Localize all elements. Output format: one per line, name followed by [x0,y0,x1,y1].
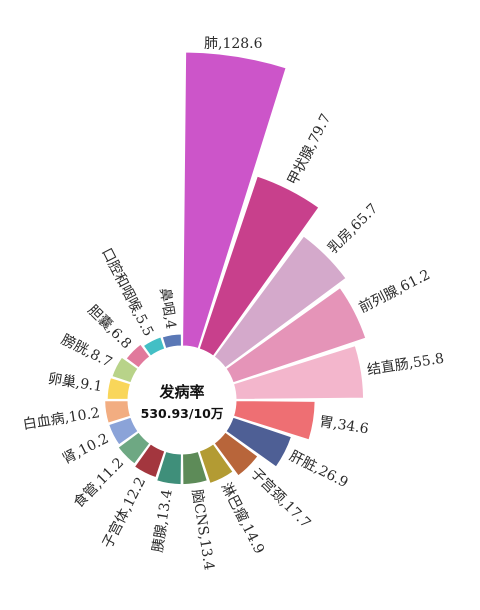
slice-label: 卵巢,9.1 [47,371,104,395]
slices-group [104,51,367,486]
slice-label: 甲状腺,79.7 [285,111,334,187]
slice-label: 肺,128.6 [204,36,263,52]
slice-label: 前列腺,61.2 [356,266,433,316]
slice-label: 白血病,10.2 [22,405,101,433]
slice-label: 胃,34.6 [318,414,370,438]
slice-label: 结直肠,55.8 [366,350,445,379]
center-hole [128,346,236,454]
center-title: 发病率 [158,383,204,401]
slice-label: 乳房,65.7 [325,201,381,257]
slice-label: 肝脏,26.9 [287,448,351,491]
slice-label: 子宫颈,17.7 [247,465,313,531]
slice-label: 鼻咽,4 [156,287,179,331]
slice-label: 食管,11.2 [70,454,127,511]
slice-label: 肾,10.2 [60,431,111,468]
slice-label: 淋巴瘤,14.9 [218,480,268,557]
slice-label: 脑CNS,13.4 [188,488,217,571]
slice-label: 胰腺,13.4 [150,488,176,553]
center-value: 530.93/10万 [141,406,224,421]
slice-label: 膀胱,8.7 [58,331,114,371]
